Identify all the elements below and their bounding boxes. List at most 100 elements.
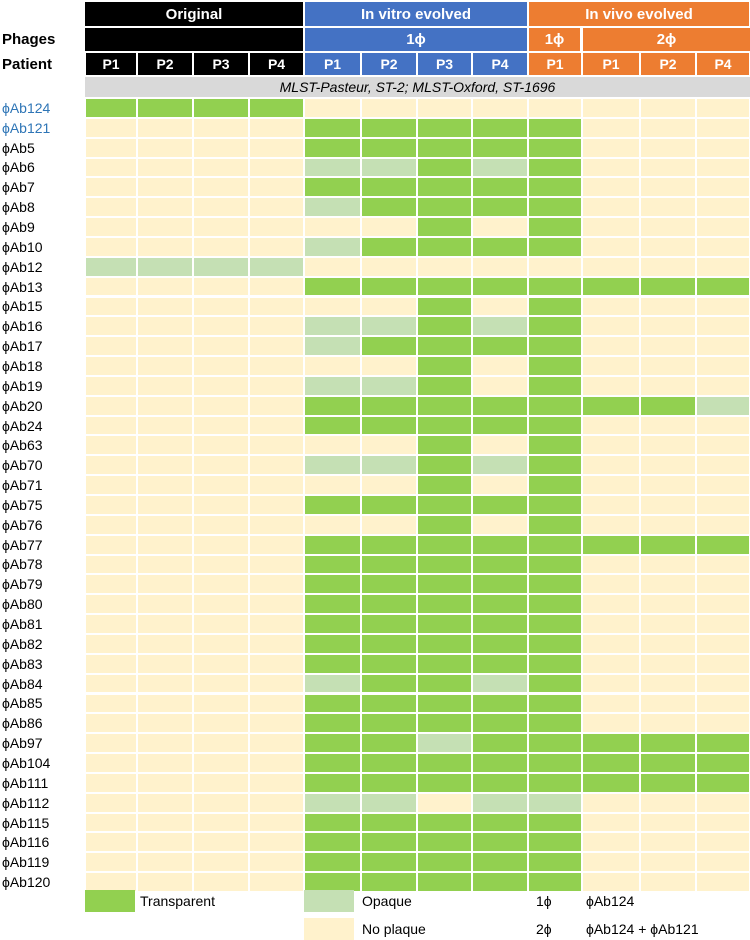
cell-23-2 [194, 555, 248, 574]
cell-31-2 [194, 714, 248, 733]
cell-34-0 [86, 773, 136, 792]
cell-21-5 [362, 515, 416, 534]
cell-20-7 [473, 496, 527, 514]
cell-30-8 [529, 694, 581, 713]
cell-10-2 [194, 297, 248, 316]
cell-27-3 [250, 634, 303, 653]
cell-9-11 [697, 277, 749, 296]
cell-15-0 [86, 396, 136, 415]
cell-21-10 [641, 515, 695, 534]
cell-19-7 [473, 476, 527, 494]
cell-36-7 [473, 813, 527, 832]
cell-27-11 [697, 634, 749, 653]
cell-4-0 [86, 178, 136, 197]
cell-13-3 [250, 357, 303, 375]
cell-25-9 [583, 595, 639, 614]
cell-22-6 [418, 535, 471, 554]
cell-23-5 [362, 555, 416, 574]
cell-35-8 [529, 793, 581, 812]
cell-16-3 [250, 416, 303, 435]
cell-35-5 [362, 793, 416, 812]
cell-33-6 [418, 754, 471, 772]
cell-31-11 [697, 714, 749, 733]
cell-10-7 [473, 297, 527, 316]
cell-25-2 [194, 595, 248, 614]
cell-29-11 [697, 674, 749, 693]
cell-8-5 [362, 257, 416, 276]
cell-21-11 [697, 515, 749, 534]
cell-27-5 [362, 634, 416, 653]
cell-24-9 [583, 575, 639, 594]
cell-19-1 [138, 476, 192, 494]
cell-6-0 [86, 218, 136, 236]
cell-29-9 [583, 674, 639, 693]
cell-14-3 [250, 376, 303, 395]
cell-11-2 [194, 317, 248, 336]
cell-13-5 [362, 357, 416, 375]
cell-12-2 [194, 337, 248, 356]
cell-33-9 [583, 754, 639, 772]
invivo-subheader-2: 2ϕ [583, 28, 750, 51]
cell-18-4 [305, 456, 360, 475]
cell-30-1 [138, 694, 192, 713]
cell-20-8 [529, 496, 581, 514]
cell-27-7 [473, 634, 527, 653]
phages-label: Phages [2, 31, 56, 48]
cell-14-1 [138, 376, 192, 395]
cell-30-10 [641, 694, 695, 713]
cell-6-10 [641, 218, 695, 236]
cell-3-8 [529, 158, 581, 177]
cell-10-9 [583, 297, 639, 316]
cell-21-9 [583, 515, 639, 534]
cell-31-6 [418, 714, 471, 733]
cell-12-6 [418, 337, 471, 356]
cell-16-0 [86, 416, 136, 435]
legend-swatch-no-plaque [304, 918, 354, 940]
cell-15-4 [305, 396, 360, 415]
cell-1-6 [418, 118, 471, 137]
column-header-7: P4 [473, 53, 527, 75]
cell-38-3 [250, 853, 303, 872]
cell-24-3 [250, 575, 303, 594]
cell-19-10 [641, 476, 695, 494]
cell-31-1 [138, 714, 192, 733]
cell-36-6 [418, 813, 471, 832]
cell-18-3 [250, 456, 303, 475]
row-label-18: ϕAb70 [2, 457, 43, 474]
cell-22-7 [473, 535, 527, 554]
cell-37-4 [305, 833, 360, 852]
cell-7-4 [305, 237, 360, 256]
cell-15-8 [529, 396, 581, 415]
cell-12-4 [305, 337, 360, 356]
cell-14-9 [583, 376, 639, 395]
row-label-20: ϕAb75 [2, 496, 43, 513]
cell-38-11 [697, 853, 749, 872]
row-label-36: ϕAb115 [2, 814, 50, 831]
cell-39-10 [641, 873, 695, 891]
cell-20-5 [362, 496, 416, 514]
cell-26-10 [641, 615, 695, 633]
row-label-11: ϕAb16 [2, 318, 43, 335]
cell-28-0 [86, 654, 136, 673]
cell-30-2 [194, 694, 248, 713]
cell-39-3 [250, 873, 303, 891]
cell-24-11 [697, 575, 749, 594]
cell-23-11 [697, 555, 749, 574]
cell-28-3 [250, 654, 303, 673]
row-label-10: ϕAb15 [2, 298, 43, 315]
column-header-9: P1 [583, 53, 639, 75]
cell-14-6 [418, 376, 471, 395]
cell-23-1 [138, 555, 192, 574]
cell-18-5 [362, 456, 416, 475]
cell-31-9 [583, 714, 639, 733]
cell-1-1 [138, 118, 192, 137]
cell-20-1 [138, 496, 192, 514]
row-label-23: ϕAb78 [2, 556, 43, 573]
cell-20-6 [418, 496, 471, 514]
patient-label: Patient [2, 55, 53, 73]
cell-26-3 [250, 615, 303, 633]
cell-18-6 [418, 456, 471, 475]
cell-17-2 [194, 436, 248, 455]
cell-15-6 [418, 396, 471, 415]
cell-33-0 [86, 754, 136, 772]
